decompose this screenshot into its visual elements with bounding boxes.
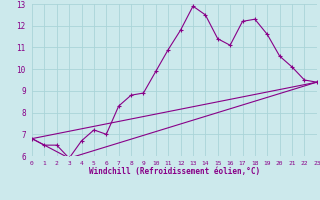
- X-axis label: Windchill (Refroidissement éolien,°C): Windchill (Refroidissement éolien,°C): [89, 167, 260, 176]
